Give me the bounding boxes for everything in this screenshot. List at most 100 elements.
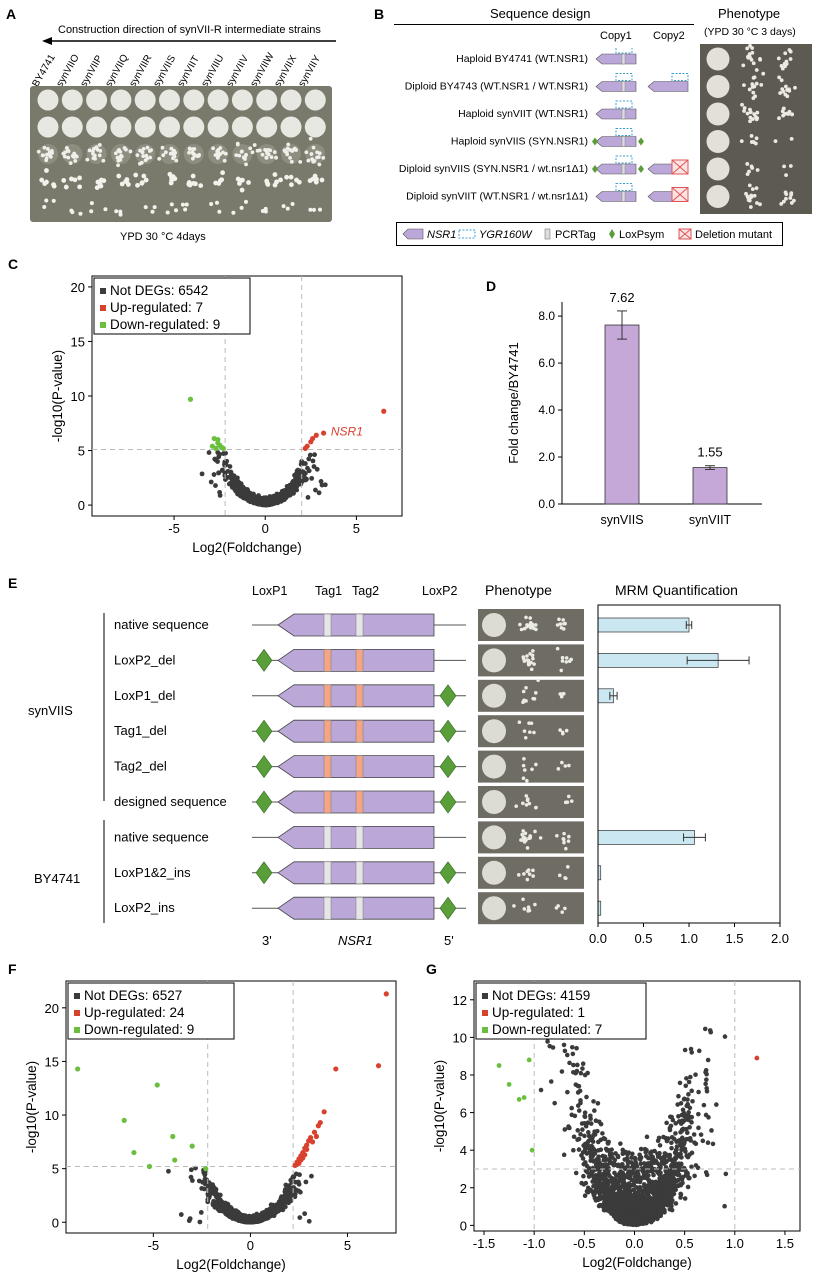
tag1-block	[323, 790, 332, 814]
colony	[288, 182, 294, 188]
not-deg-point	[567, 1060, 572, 1066]
colony	[538, 836, 543, 840]
colony	[222, 158, 227, 163]
colony	[566, 839, 571, 843]
colony	[555, 623, 560, 627]
not-deg-point	[689, 1150, 695, 1156]
not-deg-point	[591, 1192, 597, 1198]
colony	[197, 152, 202, 157]
up-regulated-point	[333, 1066, 339, 1072]
colony	[563, 764, 568, 768]
colony	[522, 756, 526, 761]
colony	[742, 109, 746, 113]
colony	[116, 173, 122, 179]
colony	[44, 158, 49, 163]
colony	[168, 151, 173, 156]
colony	[241, 155, 246, 160]
colony	[296, 179, 302, 185]
not-deg-point	[696, 1125, 701, 1131]
colony	[517, 720, 522, 725]
not-deg-point	[231, 1210, 237, 1216]
colony	[778, 91, 783, 95]
legend-label: Down-regulated: 7	[492, 1022, 602, 1037]
down-regulated-point	[170, 1133, 176, 1140]
not-deg-point	[233, 478, 239, 484]
deletion-cross	[671, 159, 689, 175]
pcrtag	[621, 81, 626, 92]
loxpsym-icon	[592, 165, 598, 173]
volcano-plot-f: -5 0 505101520Log2(Foldchange)-log10(P-val…	[24, 980, 397, 1272]
y-tick-label: 10	[453, 1030, 467, 1045]
colony	[101, 158, 106, 163]
colony	[524, 794, 529, 798]
colony	[274, 155, 278, 160]
not-deg-point	[669, 1140, 674, 1146]
three-prime-label: 3'	[262, 933, 272, 948]
not-deg-point	[678, 1141, 683, 1146]
colony	[63, 184, 69, 190]
volcano-plot-c: -5 0 505101520Log2(Foldchange)-log10(P-val…	[50, 275, 403, 555]
loxp1-header: LoxP1	[252, 584, 287, 598]
not-deg-point	[661, 1134, 666, 1140]
colony	[192, 181, 198, 187]
not-deg-point	[591, 1159, 597, 1164]
colony	[308, 207, 313, 212]
colony-spot	[482, 754, 506, 779]
legend-label: PCRTag	[555, 229, 596, 241]
not-deg-point	[666, 1185, 671, 1191]
not-deg-point	[582, 1141, 588, 1147]
not-deg-point	[561, 1152, 567, 1158]
colony	[169, 202, 174, 207]
loxpsym-icon	[638, 137, 644, 146]
not-deg-point	[575, 1062, 580, 1068]
colony	[265, 181, 270, 187]
colony	[784, 59, 789, 64]
colony	[187, 150, 191, 155]
colony	[742, 106, 747, 110]
colony	[560, 760, 564, 765]
not-deg-point	[280, 1195, 286, 1201]
not-deg-point	[646, 1194, 651, 1200]
not-deg-point	[217, 451, 222, 457]
colony-spot	[159, 89, 180, 111]
legend-label: Not DEGs: 4159	[492, 988, 590, 1003]
colony	[555, 833, 559, 838]
colony	[119, 181, 125, 187]
not-deg-point	[256, 501, 262, 507]
not-deg-point	[576, 1136, 582, 1142]
not-deg-point	[686, 1092, 691, 1097]
colony	[751, 61, 756, 66]
not-deg-point	[612, 1185, 617, 1190]
not-deg-point	[578, 1098, 583, 1103]
not-deg-point	[263, 501, 268, 506]
not-deg-point	[580, 1127, 585, 1132]
not-deg-point	[674, 1144, 680, 1149]
strain-label: synVIIY	[296, 53, 324, 89]
not-deg-point	[684, 1076, 689, 1081]
colony	[528, 834, 532, 838]
not-deg-point	[239, 484, 245, 490]
colony	[750, 82, 755, 87]
colony	[558, 622, 563, 626]
not-deg-point	[294, 468, 300, 474]
colony	[116, 158, 121, 163]
not-deg-point	[256, 493, 261, 498]
panel-letter: C	[8, 256, 19, 272]
not-deg-point	[631, 1212, 637, 1217]
colony	[213, 153, 218, 157]
group-label: synVIIS	[28, 703, 73, 718]
not-deg-point	[305, 465, 310, 471]
down-regulated-point	[154, 1082, 160, 1088]
colony	[172, 148, 176, 153]
colony	[255, 148, 260, 153]
colony	[174, 208, 179, 213]
colony	[282, 148, 287, 153]
not-degs-points	[166, 1165, 314, 1225]
colony	[288, 174, 294, 180]
colony	[561, 837, 566, 842]
colony-spot	[482, 683, 506, 708]
not-deg-point	[286, 1200, 291, 1206]
colony	[783, 51, 788, 56]
legend-items: NSR1 YGR160W PCRTag LoxPsym Deletion mutant	[402, 228, 772, 241]
not-deg-point	[564, 1052, 570, 1058]
